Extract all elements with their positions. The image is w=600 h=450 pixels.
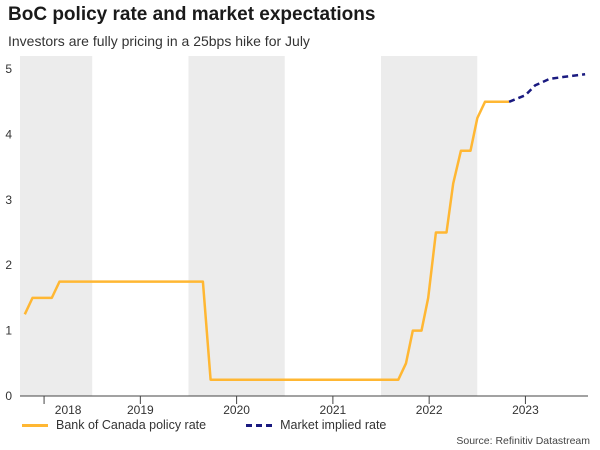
x-tick-label-2022: 2022	[416, 403, 443, 417]
y-tick-label-4: 4	[5, 127, 12, 141]
y-tick-label-5: 5	[5, 62, 12, 76]
legend-item-market-rate: Market implied rate	[246, 418, 386, 432]
legend-swatch-market-rate	[246, 423, 273, 427]
x-tick-label-2020: 2020	[223, 403, 250, 417]
x-tick-label-2023: 2023	[512, 403, 539, 417]
shaded-band-1	[188, 56, 285, 396]
x-tick-label-2019: 2019	[127, 403, 154, 417]
series-line-policy-rate	[23, 100, 510, 381]
y-tick-label-0: 0	[5, 389, 12, 403]
legend-item-policy-rate: Bank of Canada policy rate	[22, 418, 206, 432]
series-line-market-implied-rate	[508, 73, 586, 103]
legend-label-market-rate: Market implied rate	[280, 418, 387, 432]
y-tick-label-2: 2	[5, 258, 12, 272]
chart-subtitle: Investors are fully pricing in a 25bps h…	[8, 33, 310, 49]
chart-title: BoC policy rate and market expectations	[8, 4, 376, 25]
shaded-band-0	[20, 56, 93, 396]
legend-swatch-policy-rate	[22, 423, 48, 427]
legend: Bank of Canada policy rate Market implie…	[22, 418, 426, 432]
shaded-band-2	[381, 56, 478, 396]
y-tick-label-3: 3	[5, 193, 12, 207]
source-note: Source: Refinitiv Datastream	[456, 435, 590, 447]
y-tick-label-1: 1	[5, 324, 12, 338]
legend-label-policy-rate: Bank of Canada policy rate	[56, 418, 207, 432]
x-tick-label-2018: 2018	[55, 403, 82, 417]
x-tick-label-2021: 2021	[320, 403, 347, 417]
